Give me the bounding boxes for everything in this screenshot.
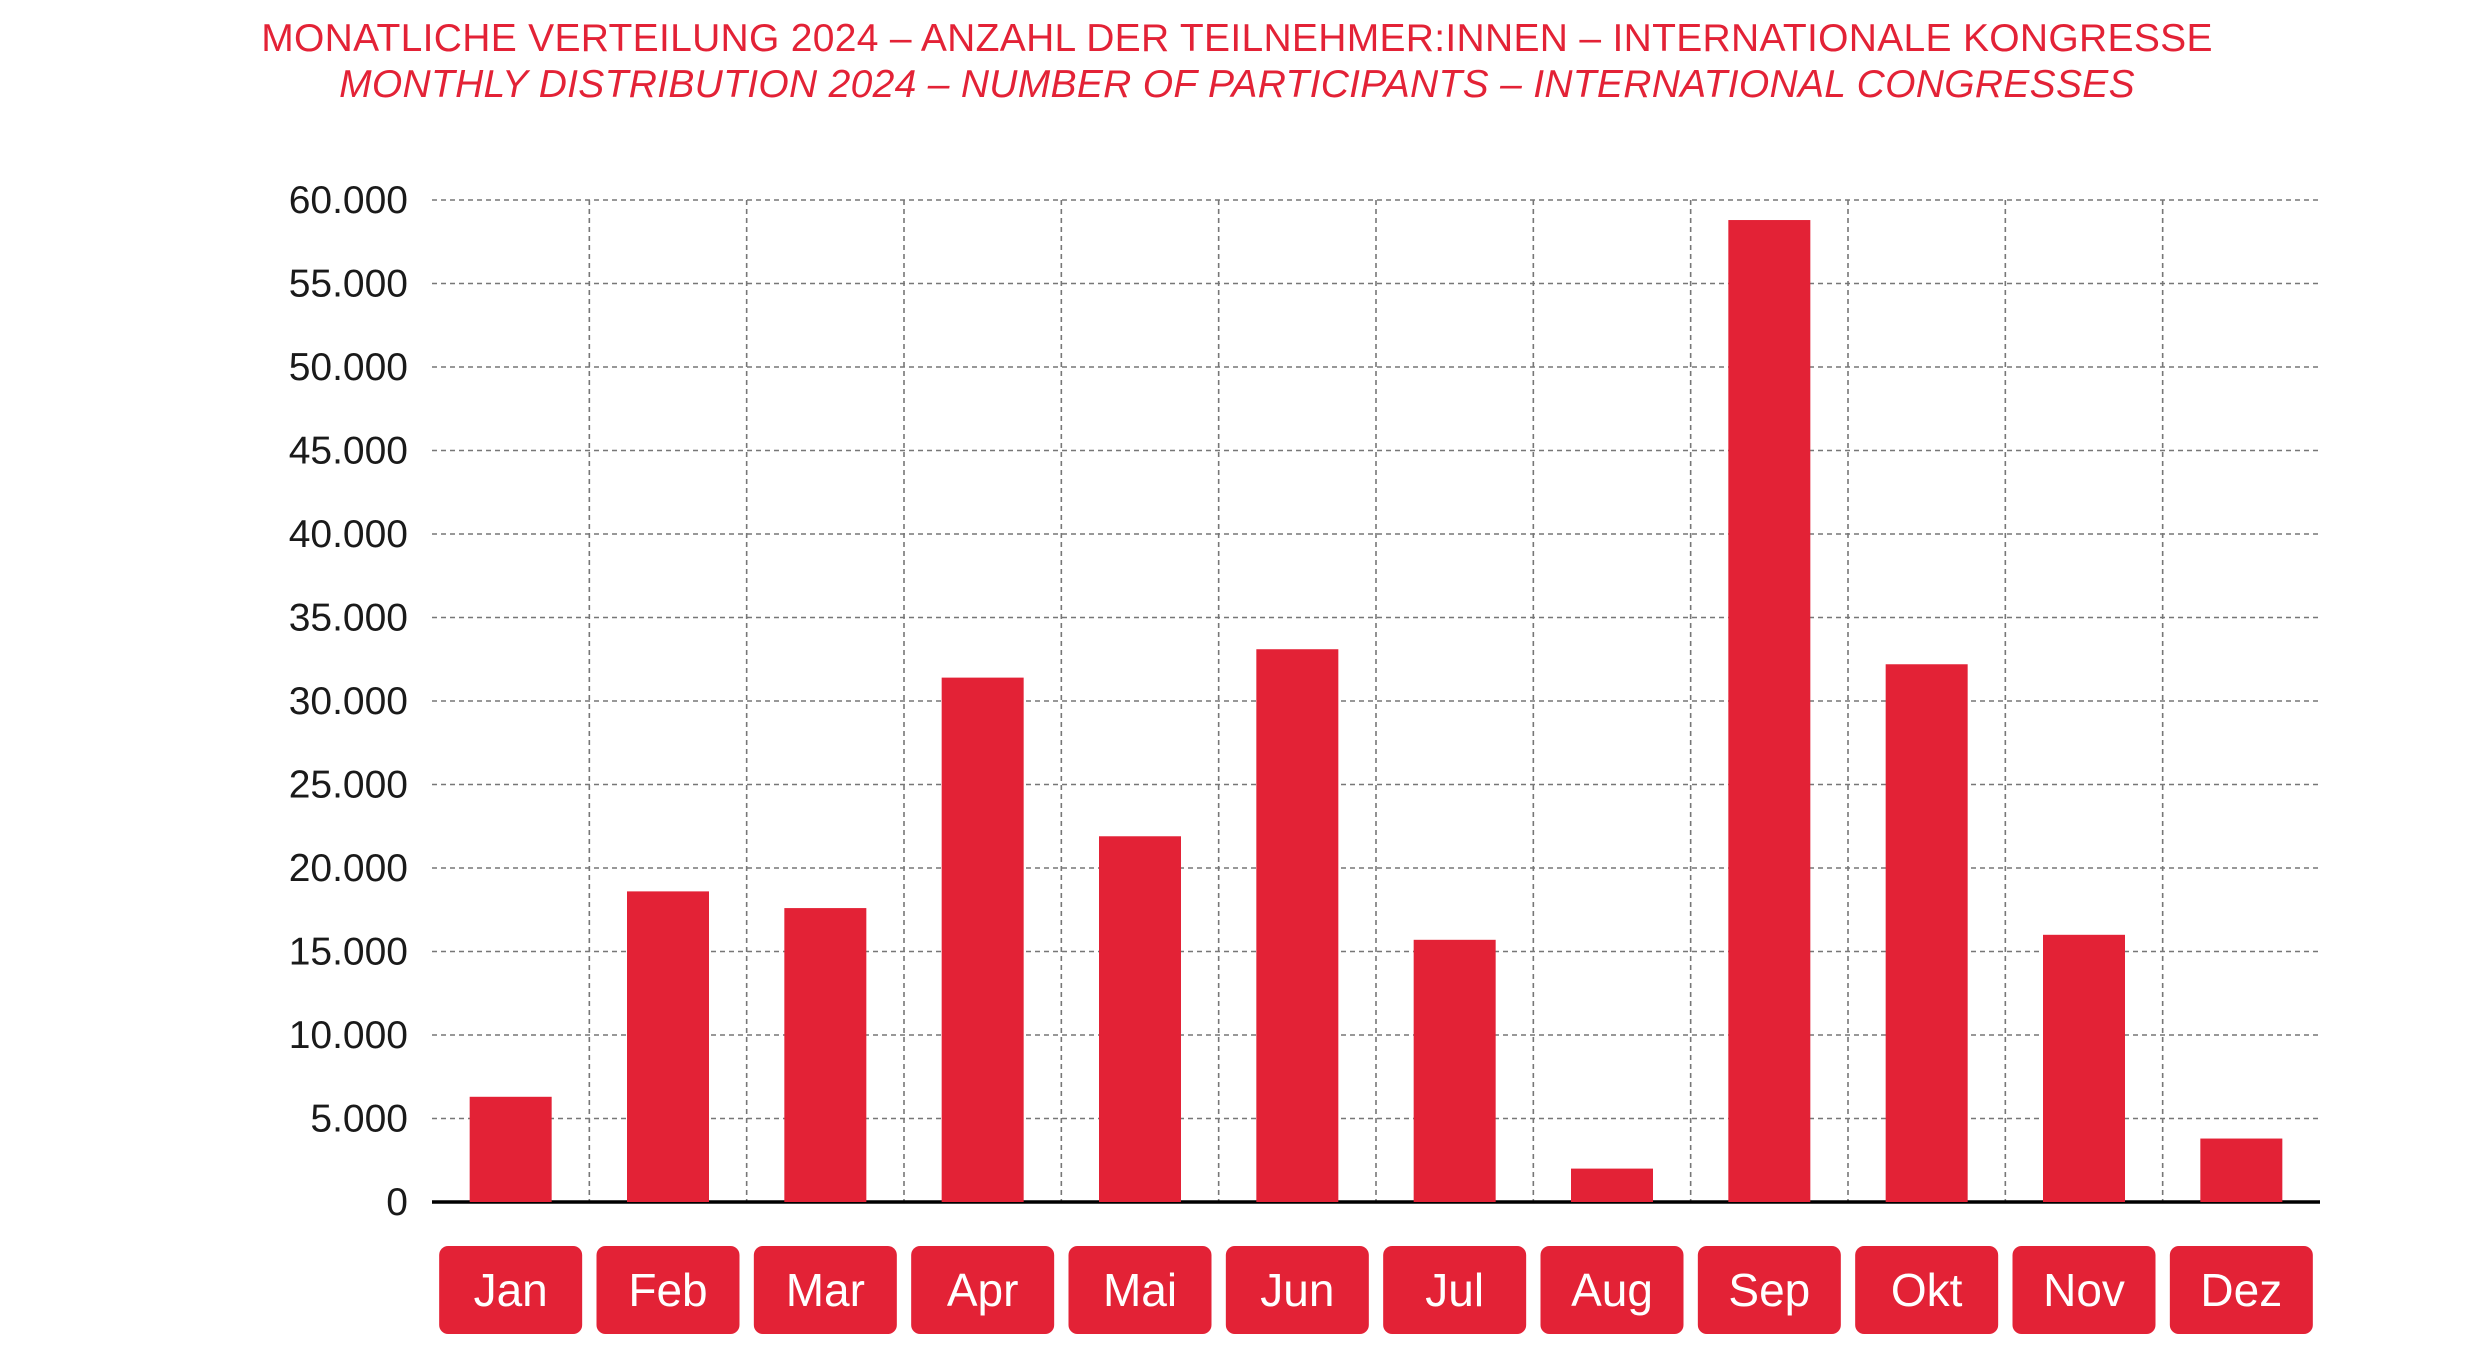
x-tick-label: Dez [2200, 1264, 2282, 1316]
x-tick-pill [1855, 1246, 1999, 1334]
y-tick-label: 20.000 [289, 847, 408, 890]
x-tick-label: Jan [474, 1264, 548, 1316]
bar-nov [2043, 934, 2125, 1202]
chart-subtitle: MONTHLY DISTRIBUTION 2024 – NUMBER OF PA… [339, 63, 2135, 106]
x-tick-pill [2169, 1246, 2313, 1334]
x-tick-pill [596, 1246, 740, 1334]
bars [469, 220, 2283, 1203]
x-tick-label: Nov [2043, 1264, 2125, 1316]
y-tick-label: 50.000 [289, 346, 408, 389]
chart-title: MONATLICHE VERTEILUNG 2024 – ANZAHL DER … [261, 17, 2213, 60]
x-tick-pill [1225, 1246, 1369, 1334]
x-tick-label: Mar [786, 1264, 865, 1316]
bar-apr [941, 677, 1024, 1202]
x-tick-label: Mai [1103, 1264, 1177, 1316]
bar-jan [469, 1096, 552, 1202]
bar-jul [1413, 939, 1496, 1202]
x-tick-pill [1540, 1246, 1684, 1334]
bar-sep [1728, 220, 1811, 1203]
y-axis-ticks: 0 5.000 10.000 15.000 20.000 25.000 30.000 35.0… [289, 179, 408, 1224]
bar-feb [627, 891, 709, 1202]
bar-okt [1885, 664, 1968, 1202]
x-tick-label: Okt [1891, 1264, 1963, 1316]
y-tick-label: 45.000 [289, 430, 408, 473]
bar-jun [1256, 649, 1339, 1202]
x-tick-pill [1383, 1246, 1527, 1334]
bar-mai [1099, 836, 1181, 1202]
chart-titles: MONATLICHE VERTEILUNG 2024 – ANZAHL DER … [0, 16, 2474, 108]
x-axis-ticks: Jan Feb Mar Apr Mai Jun Jul Aug Sep Okt Nov Dez [439, 1246, 2313, 1334]
x-tick-label: Feb [628, 1264, 707, 1316]
x-tick-pill [2012, 1246, 2156, 1334]
y-tick-label: 40.000 [289, 513, 408, 556]
y-tick-label: 5.000 [310, 1098, 408, 1141]
x-tick-pill [911, 1246, 1055, 1334]
x-tick-label: Sep [1728, 1264, 1810, 1316]
x-tick-label: Aug [1571, 1264, 1653, 1316]
x-tick-pill [1068, 1246, 1212, 1334]
y-tick-label: 30.000 [289, 680, 408, 723]
x-tick-label: Apr [947, 1264, 1019, 1316]
y-tick-label: 55.000 [289, 263, 408, 306]
x-tick-pill [1697, 1246, 1841, 1334]
bar-aug [1571, 1168, 1653, 1202]
y-tick-label: 35.000 [289, 597, 408, 640]
y-tick-label: 10.000 [289, 1014, 408, 1057]
bar-dez [2200, 1138, 2283, 1202]
x-tick-label: Jul [1425, 1264, 1484, 1316]
x-tick-pill [439, 1246, 583, 1334]
y-tick-label: 25.000 [289, 764, 408, 807]
x-tick-pill [753, 1246, 897, 1334]
y-tick-label: 0 [386, 1181, 408, 1224]
grid-lines [432, 199, 2320, 1204]
y-tick-label: 60.000 [289, 179, 408, 222]
x-tick-label: Jun [1260, 1264, 1334, 1316]
bar-mar [784, 908, 867, 1202]
y-tick-label: 15.000 [289, 931, 408, 974]
